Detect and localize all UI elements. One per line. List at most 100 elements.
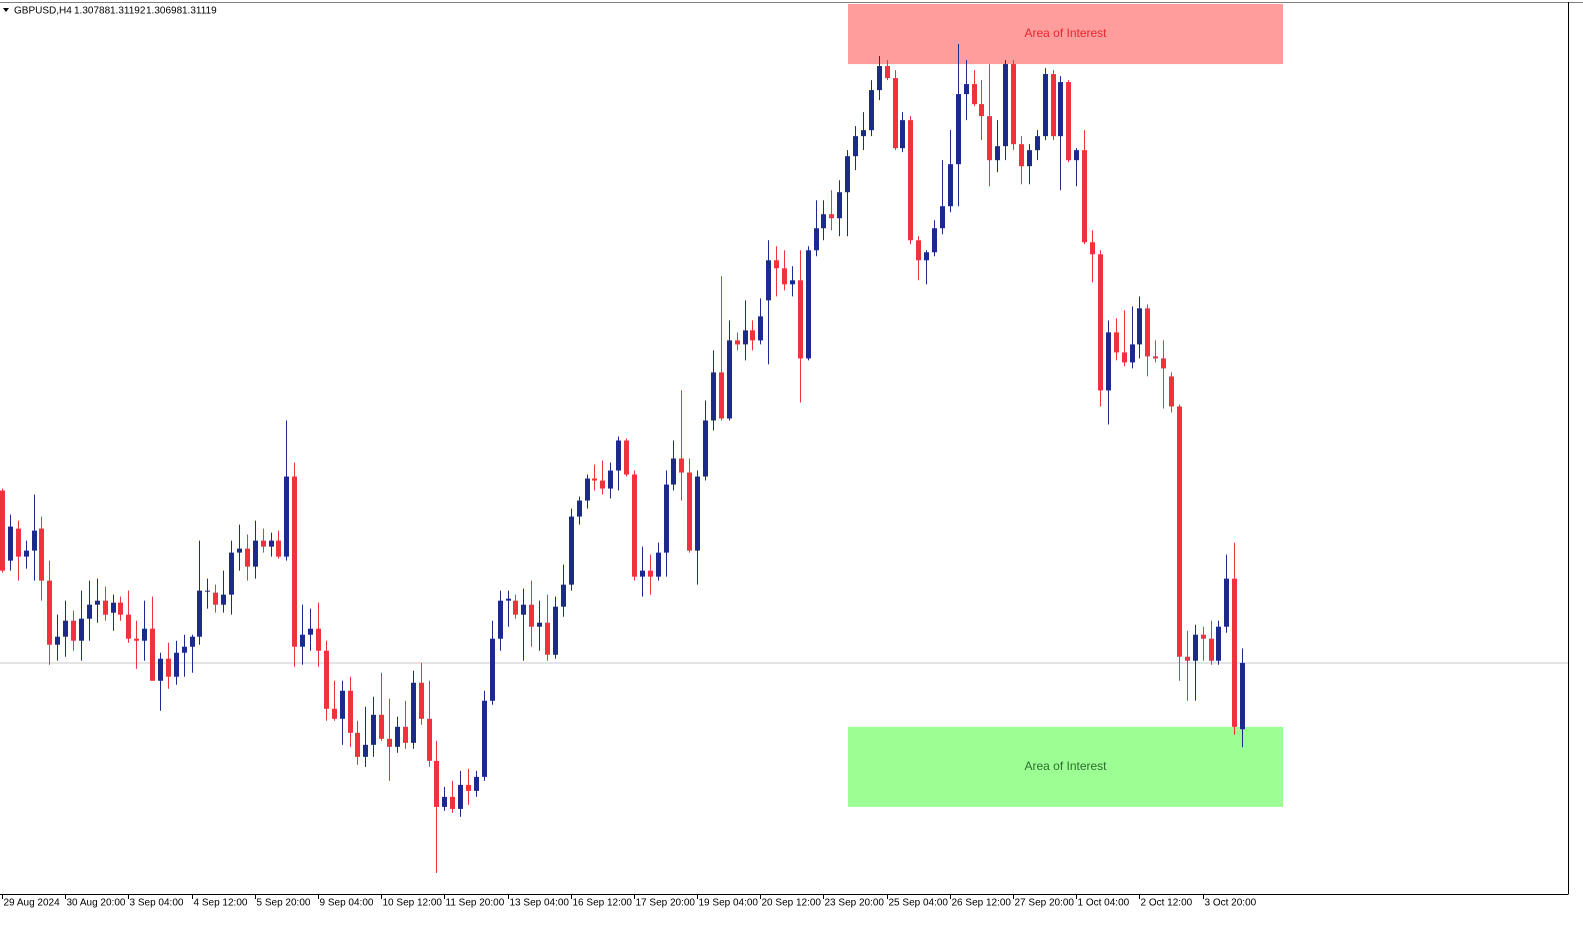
candle-body — [632, 474, 637, 577]
candle-body — [790, 280, 795, 285]
candle — [71, 610, 76, 651]
candle-body — [245, 548, 250, 567]
candle-body — [379, 714, 384, 739]
candle — [87, 580, 92, 641]
candle — [363, 706, 368, 767]
candle — [537, 600, 542, 651]
candle-body — [237, 548, 242, 553]
candle-body — [521, 604, 526, 615]
candle — [529, 580, 534, 647]
candle — [545, 594, 550, 661]
candle — [956, 44, 961, 207]
candle — [24, 540, 29, 569]
candle — [245, 534, 250, 581]
candle-body — [1122, 352, 1127, 363]
candle — [664, 470, 669, 577]
candle-body — [363, 744, 368, 757]
candle-body — [1216, 626, 1221, 661]
candle-body — [1193, 634, 1198, 661]
candle — [671, 440, 676, 491]
candle — [774, 246, 779, 297]
candle-body — [1130, 344, 1135, 363]
candle — [458, 770, 463, 817]
candle — [766, 240, 771, 365]
candle-body — [371, 714, 376, 745]
candle — [979, 80, 984, 141]
candle-body — [900, 120, 905, 149]
x-tick-label: 25 Sep 04:00 — [889, 898, 949, 909]
candle — [1019, 136, 1024, 185]
candle-body — [134, 638, 139, 641]
candle-body — [340, 690, 345, 719]
candle-body — [671, 458, 676, 485]
candle — [972, 70, 977, 107]
candle-body — [229, 552, 234, 595]
zone — [848, 726, 1283, 807]
candle-body — [1027, 150, 1032, 167]
x-tick-label: 26 Sep 12:00 — [952, 898, 1012, 909]
candle-body — [126, 614, 131, 639]
candle — [1130, 306, 1135, 369]
candle-body — [355, 732, 360, 757]
candle-body — [1232, 578, 1237, 727]
candle-body — [1082, 150, 1087, 243]
candle-body — [95, 600, 100, 605]
candle-body — [490, 638, 495, 701]
candle — [814, 200, 819, 257]
candle-body — [1090, 242, 1095, 255]
candle — [229, 540, 234, 615]
candle-body — [782, 268, 787, 285]
candle-body — [261, 540, 266, 547]
candle-body — [0, 490, 5, 571]
candle — [1106, 320, 1111, 425]
candle-body — [458, 784, 463, 809]
candle-body — [284, 476, 289, 557]
candle — [1090, 230, 1095, 283]
candle-body — [276, 540, 281, 557]
candle — [877, 56, 882, 101]
candle-body — [213, 592, 218, 605]
candle-body — [1003, 64, 1008, 147]
candle — [561, 564, 566, 617]
candle-body — [1098, 254, 1103, 391]
x-tick-label: 27 Sep 20:00 — [1015, 898, 1075, 909]
candle — [126, 590, 131, 643]
candle — [419, 662, 424, 725]
candle — [55, 614, 60, 661]
candle — [253, 520, 258, 579]
candle-body — [1058, 82, 1063, 137]
candle — [711, 350, 716, 431]
menu-arrow[interactable] — [3, 8, 9, 12]
candle-body — [466, 784, 471, 791]
candle-body — [703, 420, 708, 477]
candle-body — [561, 584, 566, 607]
candle — [103, 586, 108, 621]
candle-body — [411, 682, 416, 743]
candle — [355, 720, 360, 765]
candle — [1201, 626, 1206, 661]
zone-label: Area of Interest — [1024, 759, 1107, 773]
candle — [506, 590, 511, 627]
candle-body — [387, 738, 392, 747]
candle-body — [995, 146, 1000, 161]
candle-body — [348, 690, 353, 733]
candle-body — [640, 570, 645, 577]
candle-body — [956, 94, 961, 165]
candle-body — [577, 500, 582, 517]
candle — [276, 530, 281, 559]
candle — [1216, 620, 1221, 665]
candle-body — [316, 628, 321, 651]
candle — [585, 474, 590, 509]
candle-body — [1201, 634, 1206, 639]
candle-body — [679, 458, 684, 473]
candle — [39, 516, 44, 601]
x-tick-label: 30 Aug 20:00 — [67, 898, 126, 909]
candle-body — [427, 718, 432, 761]
candle — [964, 60, 969, 121]
x-tick-label: 5 Sep 20:00 — [257, 898, 311, 909]
candle — [8, 514, 13, 571]
candle-body — [845, 156, 850, 193]
zone-label: Area of Interest — [1024, 26, 1107, 40]
candle-body — [624, 440, 629, 475]
candle — [821, 200, 826, 241]
